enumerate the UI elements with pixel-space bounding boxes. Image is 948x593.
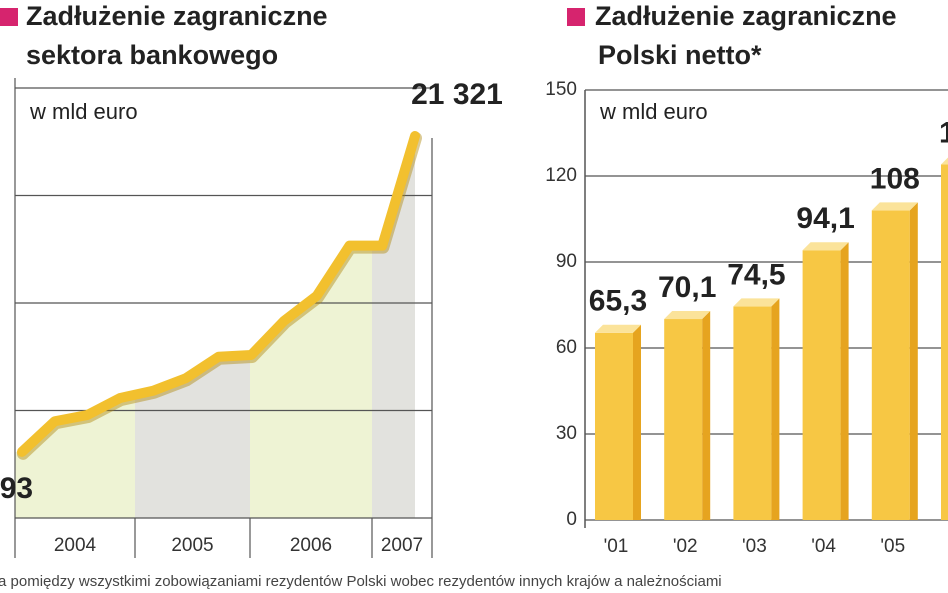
bar-top xyxy=(595,324,641,333)
footnote: a pomiędzy wszystkimi zobowiązaniami rez… xyxy=(0,573,722,590)
y-tick-label: 90 xyxy=(556,251,577,272)
subtitle: w mld euro xyxy=(599,99,708,124)
bar-top xyxy=(802,242,849,251)
x-tick-label: '03 xyxy=(742,536,767,557)
data-line xyxy=(17,130,420,457)
value-label: 94,1 xyxy=(796,202,854,235)
chart-title: sektora bankowego xyxy=(26,40,278,70)
x-tick-label: '01 xyxy=(604,536,629,557)
bar xyxy=(802,250,841,520)
value-label: 21 321 xyxy=(411,78,503,111)
bar xyxy=(664,319,703,520)
value-label: 3 693 xyxy=(0,472,33,505)
bar-top xyxy=(733,298,780,307)
bar-top xyxy=(941,157,948,165)
bar-top xyxy=(664,311,711,320)
value-label: 74,5 xyxy=(727,258,785,291)
bar xyxy=(733,306,772,520)
line-chart: 2004 2005 2006 2007 w mld euro 3 693 21 321 xyxy=(0,78,503,558)
y-tick-label: 120 xyxy=(545,165,577,186)
chart-title: Polski netto* xyxy=(598,40,762,70)
title-marker xyxy=(567,8,585,26)
value-label: 124 xyxy=(939,116,948,149)
bar-side xyxy=(909,202,918,520)
x-tick-label: 2005 xyxy=(171,535,213,556)
x-tick-label: '05 xyxy=(880,536,905,557)
y-tick-label: 150 xyxy=(545,79,577,100)
bar-chart: 0 30 60 90 120 150 w mld euro 65,3 '01 70,1 '02 74,… xyxy=(545,79,948,557)
x-tick-label: 2004 xyxy=(54,535,97,556)
chart-title: Zadłużenie zagraniczne xyxy=(595,1,897,31)
x-tick-label: 2007 xyxy=(381,535,423,556)
y-tick-label: 0 xyxy=(566,509,577,530)
bar-side xyxy=(633,324,641,520)
subtitle: w mld euro xyxy=(29,99,138,124)
x-tick-label: 2006 xyxy=(290,535,332,556)
bar-side xyxy=(840,242,849,520)
bar-side xyxy=(771,298,780,520)
value-label: 70,1 xyxy=(658,271,716,304)
x-tick-label: '02 xyxy=(673,536,698,557)
bar-side xyxy=(702,311,711,520)
bar xyxy=(871,210,910,520)
chart-title: Zadłużenie zagraniczne xyxy=(26,1,328,31)
bar-top xyxy=(871,202,918,211)
value-label: 65,3 xyxy=(589,285,647,318)
x-tick-label: '04 xyxy=(811,536,836,557)
bar xyxy=(941,164,948,521)
y-tick-label: 60 xyxy=(556,337,577,358)
value-label: 108 xyxy=(870,162,920,195)
title-marker xyxy=(0,8,18,26)
y-tick-label: 30 xyxy=(556,423,577,444)
bar xyxy=(595,332,633,520)
